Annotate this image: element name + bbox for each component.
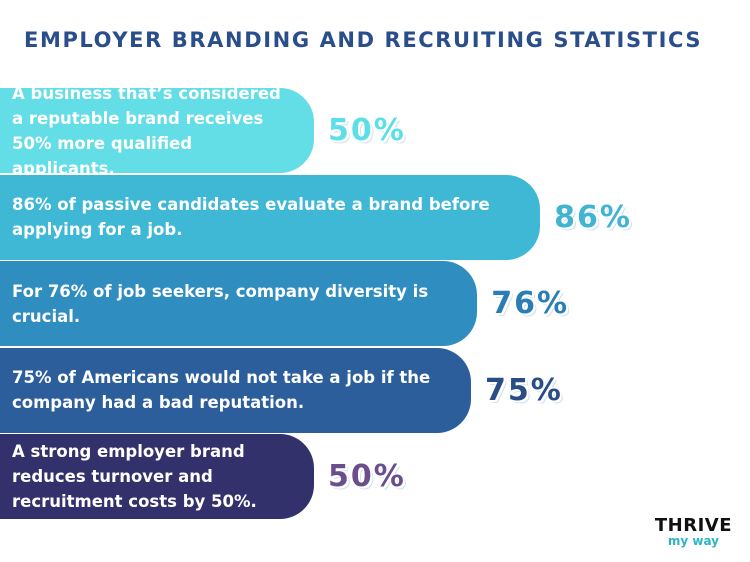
bar-text: 86% of passive candidates evaluate a bra… [12,195,490,239]
bar-text: A business that’s considered a reputable… [12,83,281,178]
logo: THRIVE my way [655,517,732,548]
bar [0,174,541,260]
chart-title: EMPLOYER BRANDING AND RECRUITING STATIST… [24,28,703,52]
value-label: 50% [328,459,406,494]
value-label: 50% [328,113,406,148]
value-label: 86% [554,199,632,235]
bar-text: A strong employer brand reduces turnover… [12,442,257,511]
bar [0,261,478,346]
logo-text: THRIVE [654,515,732,536]
value-label: 76% [491,286,570,321]
logo-subtext: my way [667,534,719,548]
bar [0,88,314,173]
bar-text: For 76% of job seekers, company diversit… [12,281,429,326]
bar [0,434,314,519]
value-label: 75% [485,372,563,408]
bar [0,347,471,433]
bar-text: 75% of Americans would not take a job if… [12,368,431,412]
